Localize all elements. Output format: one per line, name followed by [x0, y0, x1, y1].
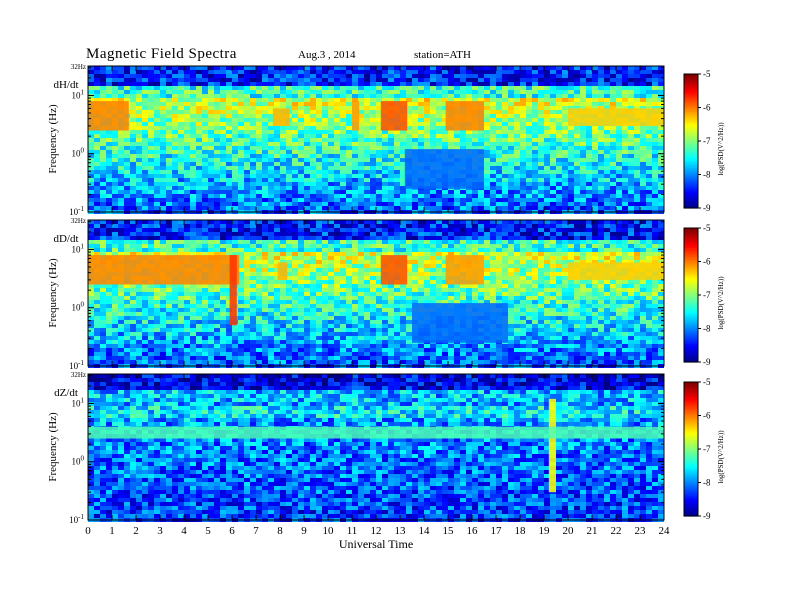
- x-tick-label: 1: [109, 525, 115, 537]
- colorbar-tick-label: -9: [703, 203, 711, 213]
- spectral-feature: [88, 426, 664, 439]
- colorbar-tick-label: -5: [703, 223, 711, 233]
- x-tick-label: 22: [611, 525, 622, 537]
- y-axis-label: Frequency (Hz): [47, 412, 59, 482]
- x-tick-label: 11: [347, 525, 358, 537]
- spectral-feature: [88, 255, 240, 285]
- spectral-feature: [88, 101, 129, 131]
- y-tick-label: 10-1: [69, 205, 84, 217]
- figure-title: Magnetic Field Spectra: [86, 46, 237, 62]
- x-tick-label: 18: [515, 525, 527, 537]
- x-tick-label: 16: [467, 525, 479, 537]
- colorbar-tick-label: -6: [703, 103, 711, 113]
- colorbar-tick-label: -9: [703, 511, 711, 521]
- spectral-feature: [352, 101, 360, 131]
- y-tick-label: 100: [72, 301, 85, 313]
- colorbar-tick-label: -7: [703, 444, 711, 454]
- x-tick-label: 13: [395, 525, 407, 537]
- y-tick-label: 100: [72, 455, 85, 467]
- spectral-feature: [568, 108, 664, 126]
- y-axis-label: Frequency (Hz): [47, 104, 59, 174]
- spectral-feature: [272, 108, 290, 126]
- x-tick-label: 9: [301, 525, 307, 537]
- colorbar-tick-label: -8: [703, 478, 711, 488]
- y-tick-label: 10-1: [69, 359, 84, 371]
- x-tick-label: 14: [419, 525, 431, 537]
- spectrogram-dD-dt: [88, 220, 664, 368]
- y-tick-label: 10-1: [69, 513, 84, 525]
- station-label: station=ATH: [414, 49, 471, 61]
- x-tick-label: 8: [277, 525, 283, 537]
- spectral-feature: [445, 255, 484, 285]
- x-tick-label: 4: [181, 525, 187, 537]
- colorbar-tick-label: -5: [703, 69, 711, 79]
- y-top-label: 32Hz: [71, 63, 86, 71]
- x-tick-label: 17: [491, 525, 503, 537]
- panel-label: dH/dt: [53, 79, 78, 91]
- colorbar-tick-label: -7: [703, 290, 711, 300]
- spectrogram-dZ-dt: [88, 374, 664, 522]
- colorbar-tick-label: -8: [703, 324, 711, 334]
- x-tick-label: 24: [659, 525, 671, 537]
- spectral-feature: [412, 303, 508, 343]
- y-axis-label: Frequency (Hz): [47, 258, 59, 328]
- colorbar-tick-label: -7: [703, 136, 711, 146]
- spectral-feature: [380, 101, 408, 131]
- colorbar-tick-label: -8: [703, 170, 711, 180]
- x-tick-label: 12: [371, 525, 382, 537]
- x-tick-label: 3: [157, 525, 163, 537]
- x-tick-label: 0: [85, 525, 91, 537]
- colorbar-tick-label: -6: [703, 411, 711, 421]
- spectral-feature: [277, 262, 288, 280]
- x-tick-label: 23: [635, 525, 647, 537]
- spectral-feature: [404, 149, 484, 189]
- colorbar-tick-label: -9: [703, 357, 711, 367]
- spectral-feature: [229, 255, 237, 326]
- colorbar-tick-label: -6: [703, 257, 711, 267]
- spectral-feature: [548, 398, 556, 493]
- date-label: Aug.3 , 2014: [298, 49, 356, 61]
- spectrogram-dH-dt: [88, 66, 664, 214]
- x-tick-label: 6: [229, 525, 235, 537]
- spectral-feature: [380, 255, 408, 285]
- spectral-feature: [568, 262, 664, 280]
- x-tick-label: 21: [587, 525, 598, 537]
- colorbar-tick-label: -5: [703, 377, 711, 387]
- x-tick-label: 19: [539, 525, 551, 537]
- panel-label: dD/dt: [53, 233, 78, 245]
- y-top-label: 32Hz: [71, 371, 86, 379]
- x-tick-label: 20: [563, 525, 575, 537]
- y-tick-label: 100: [72, 147, 85, 159]
- colorbar-label: log(PSD(V^2/Hz)): [717, 430, 725, 484]
- y-top-label: 32Hz: [71, 217, 86, 225]
- spectral-feature: [445, 101, 484, 131]
- x-tick-label: 7: [253, 525, 259, 537]
- x-tick-label: 10: [323, 525, 335, 537]
- x-axis-label: Universal Time: [339, 537, 413, 551]
- x-tick-label: 2: [133, 525, 139, 537]
- panel-label: dZ/dt: [54, 387, 78, 399]
- colorbar-label: log(PSD(V^2/Hz)): [717, 276, 725, 330]
- colorbar-label: log(PSD(V^2/Hz)): [717, 122, 725, 176]
- x-tick-label: 5: [205, 525, 211, 537]
- x-tick-label: 15: [443, 525, 455, 537]
